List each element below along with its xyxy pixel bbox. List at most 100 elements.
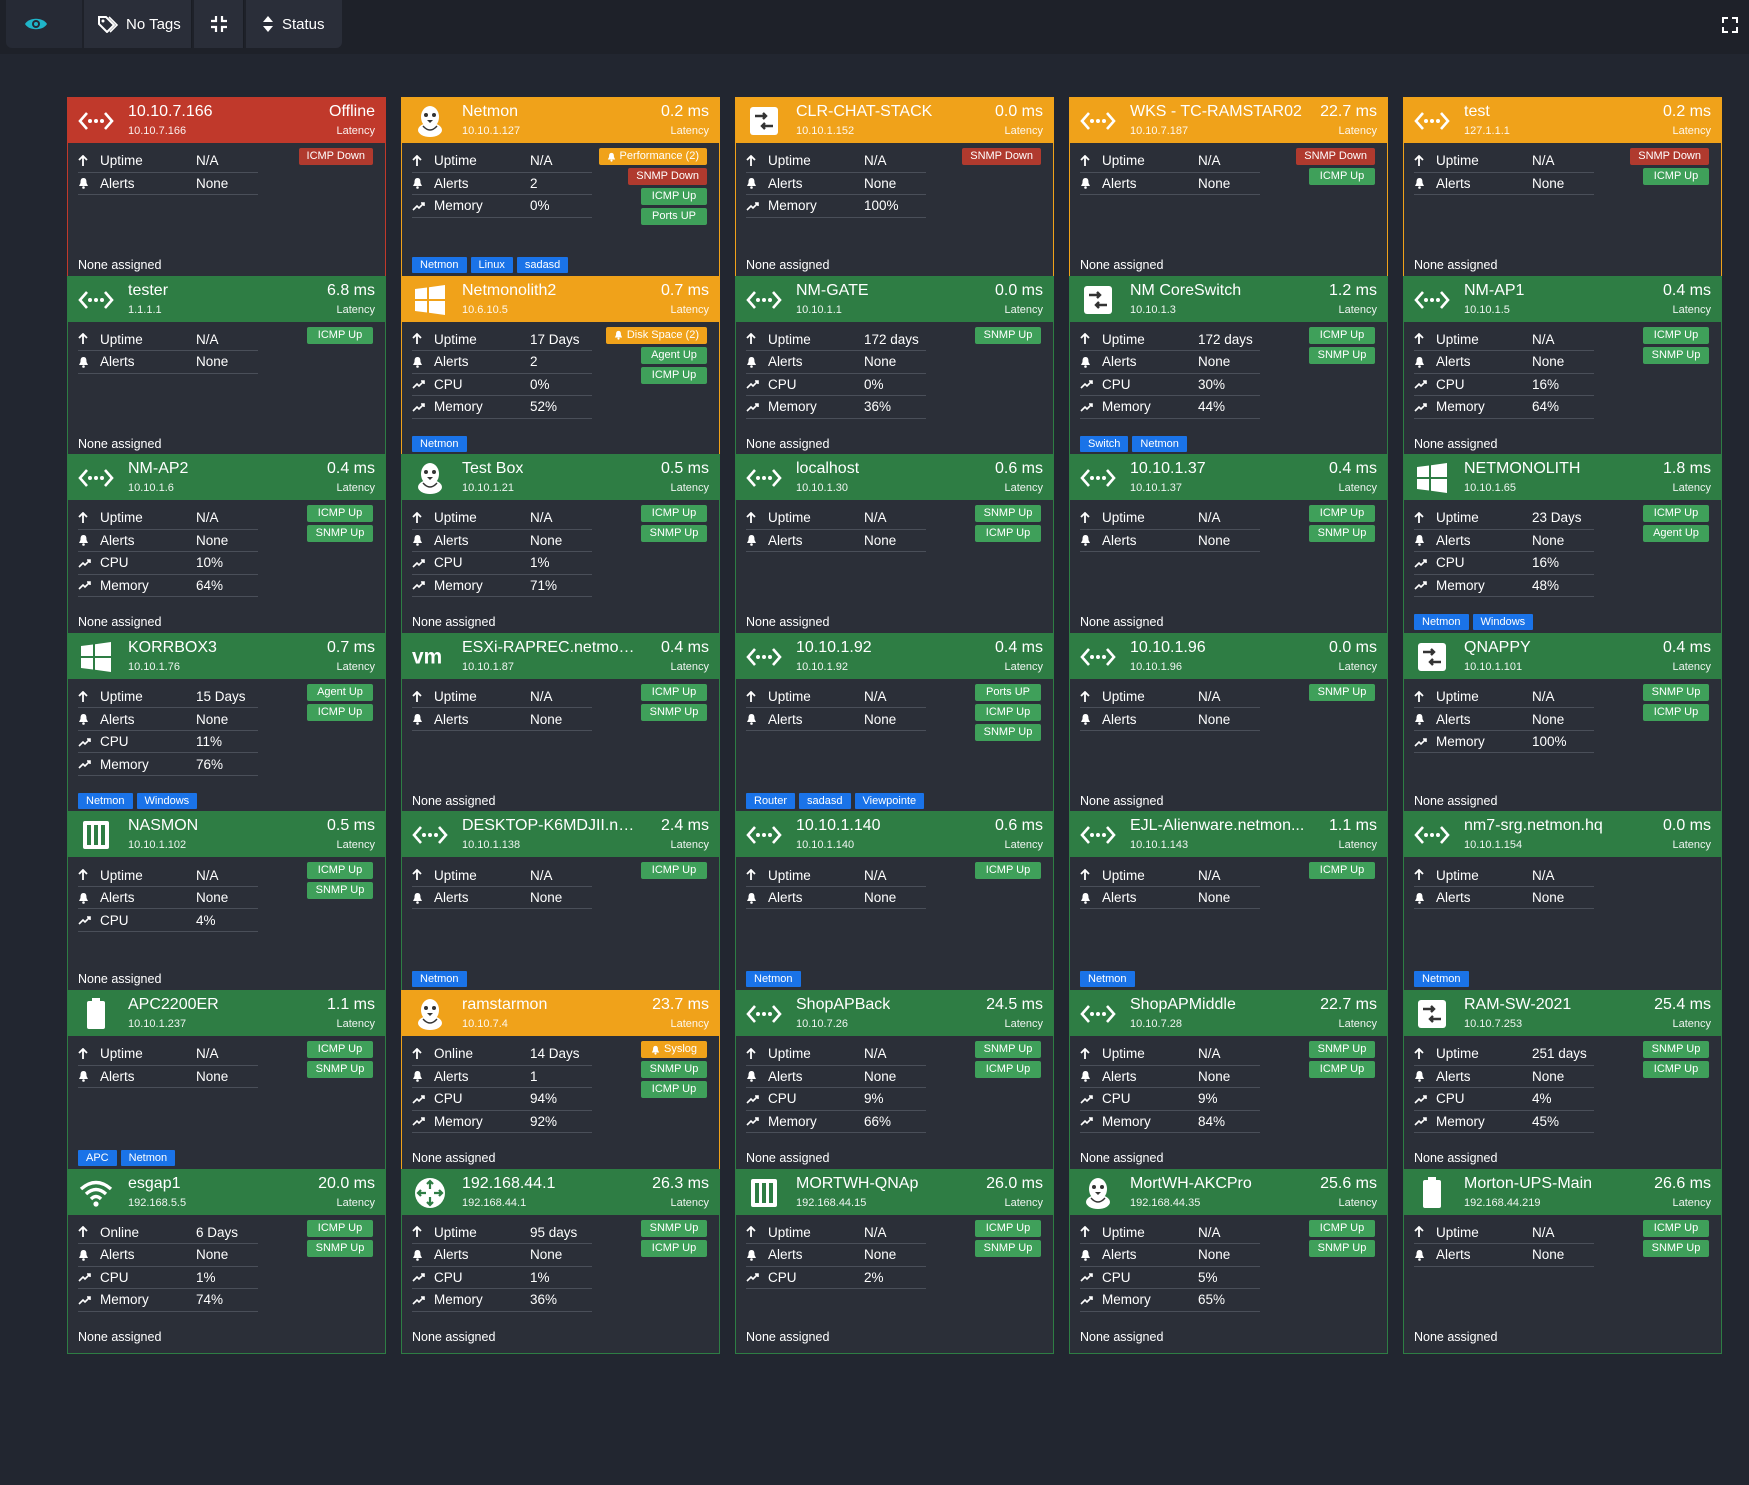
status-badge[interactable]: ICMP Up — [641, 505, 707, 523]
tags-filter-button[interactable]: No Tags — [84, 0, 192, 48]
device-card[interactable]: NETMONOLITH 10.10.1.65 1.8 ms Latency Uptime… — [1403, 454, 1722, 640]
status-badge[interactable]: ICMP Up — [1309, 1219, 1375, 1237]
status-badge[interactable]: ICMP Up — [1643, 168, 1709, 185]
fullscreen-button[interactable] — [1721, 16, 1739, 34]
status-badge[interactable]: ICMP Up — [1643, 1061, 1709, 1078]
device-name[interactable]: CLR-CHAT-STACK — [796, 103, 933, 120]
status-badge[interactable]: SNMP Up — [641, 1061, 707, 1078]
device-card[interactable]: test 127.1.1.1 0.2 ms Latency Uptime N/A Alert… — [1403, 97, 1722, 282]
device-card[interactable]: 192.168.44.1 192.168.44.1 26.3 ms Latency Up… — [401, 1168, 720, 1354]
device-card[interactable]: localhost 10.10.1.30 0.6 ms Latency Uptime N/… — [735, 454, 1054, 640]
status-badge[interactable]: SNMP Up — [641, 703, 707, 721]
device-card[interactable]: 10.10.1.37 10.10.1.37 0.4 ms Latency Uptime N… — [1069, 454, 1388, 640]
status-badge[interactable]: SNMP Up — [641, 1219, 707, 1237]
tag-chip[interactable]: APC — [78, 1150, 117, 1166]
device-card[interactable]: NM-GATE 10.10.1.1 0.0 ms Latency Uptime 172 d… — [735, 275, 1054, 461]
device-card[interactable]: WKS - TC-RAMSTAR02 10.10.7.187 22.7 ms Late… — [1069, 97, 1388, 282]
device-card[interactable]: Morton-UPS-Main 192.168.44.219 26.6 ms Late… — [1403, 1168, 1722, 1354]
device-name[interactable]: ShopAPMiddle — [1130, 996, 1236, 1013]
status-badge[interactable]: ICMP Up — [975, 1219, 1041, 1237]
status-badge[interactable]: SNMP Up — [975, 1239, 1041, 1257]
device-name[interactable]: MORTWH-QNAp — [796, 1174, 919, 1192]
compact-view-button[interactable] — [194, 0, 244, 48]
device-name[interactable]: Test Box — [462, 460, 524, 478]
device-card[interactable]: NM-AP2 10.10.1.6 0.4 ms Latency Uptime N/A Ale… — [67, 454, 386, 640]
status-badge[interactable]: SNMP Up — [975, 505, 1041, 523]
device-name[interactable]: NASMON — [128, 817, 199, 835]
status-badge[interactable]: ICMP Up — [1643, 1219, 1709, 1237]
status-badge[interactable]: SNMP Up — [1309, 1239, 1375, 1257]
status-badge[interactable]: SNMP Up — [1309, 683, 1375, 701]
device-name[interactable]: 10.10.1.37 — [1130, 460, 1206, 478]
device-card[interactable]: ramstarmon 10.10.7.4 23.7 ms Latency Online 1… — [401, 990, 720, 1175]
device-name[interactable]: WKS - TC-RAMSTAR02 — [1130, 103, 1302, 120]
device-name[interactable]: EJL-Alienware.netmon... — [1130, 817, 1305, 835]
status-badge[interactable]: Agent Up — [307, 683, 373, 701]
device-card[interactable]: CLR-CHAT-STACK 10.10.1.152 0.0 ms Latency Up… — [735, 97, 1054, 282]
device-name[interactable]: 10.10.1.140 — [796, 817, 881, 835]
status-badge[interactable]: ICMP Up — [1643, 505, 1709, 523]
device-card[interactable]: 10.10.1.92 10.10.1.92 0.4 ms Latency Uptime N… — [735, 632, 1054, 818]
status-badge[interactable]: SNMP Down — [962, 148, 1041, 165]
status-badge[interactable]: SNMP Up — [307, 1239, 373, 1257]
status-badge[interactable]: ICMP Up — [1643, 326, 1709, 344]
tag-chip[interactable]: Windows — [1472, 614, 1534, 631]
status-badge[interactable]: Performance (2) — [598, 148, 707, 165]
status-badge[interactable]: Ports UP — [975, 683, 1041, 701]
tag-chip[interactable]: Windows — [136, 792, 198, 809]
device-name[interactable]: ShopAPBack — [796, 996, 891, 1013]
status-sort-button[interactable]: Status — [246, 0, 342, 48]
device-card[interactable]: EJL-Alienware.netmon... 10.10.1.143 1.1 ms… — [1069, 811, 1388, 997]
status-badge[interactable]: SNMP Up — [1309, 525, 1375, 543]
status-badge[interactable]: ICMP Up — [307, 703, 373, 721]
status-badge[interactable]: ICMP Up — [975, 703, 1041, 721]
status-badge[interactable]: SNMP Up — [975, 326, 1041, 344]
status-badge[interactable]: ICMP Up — [1309, 862, 1375, 880]
status-badge[interactable]: SNMP Up — [307, 1061, 373, 1078]
device-card[interactable]: KORRBOX3 10.10.1.76 0.7 ms Latency Uptime 15 … — [67, 632, 386, 818]
device-card[interactable]: MortWH-AKCPro 192.168.44.35 25.6 ms Latency… — [1069, 1168, 1388, 1354]
status-badge[interactable]: ICMP Up — [307, 505, 373, 523]
device-card[interactable]: Netmon 10.10.1.127 0.2 ms Latency Uptime N/A A… — [401, 97, 720, 282]
status-badge[interactable]: ICMP Up — [641, 188, 707, 205]
device-name[interactable]: test — [1464, 103, 1490, 120]
status-badge[interactable]: ICMP Up — [641, 366, 707, 384]
device-name[interactable]: MortWH-AKCPro — [1130, 1174, 1252, 1192]
tag-chip[interactable]: sadasd — [516, 257, 569, 273]
status-badge[interactable]: ICMP Up — [307, 862, 373, 880]
device-name[interactable]: ESXi-RAPREC.netmon.h... — [462, 638, 642, 656]
status-badge[interactable]: SNMP Up — [307, 882, 373, 900]
status-badge[interactable]: SNMP Up — [1309, 1041, 1375, 1058]
status-badge[interactable]: SNMP Up — [1643, 1041, 1709, 1058]
device-card[interactable]: NM-AP1 10.10.1.5 0.4 ms Latency Uptime N/A Ale… — [1403, 275, 1722, 461]
status-badge[interactable]: ICMP Up — [1309, 326, 1375, 344]
tag-chip[interactable]: Netmon — [412, 435, 467, 452]
view-toggle-button[interactable] — [6, 0, 82, 48]
status-badge[interactable]: SNMP Up — [1643, 346, 1709, 364]
device-name[interactable]: esgap1 — [128, 1174, 181, 1192]
device-card[interactable]: APC2200ER 10.10.1.237 1.1 ms Latency Uptime N… — [67, 990, 386, 1175]
status-badge[interactable]: ICMP Up — [641, 1081, 707, 1098]
device-card[interactable]: Netmonolith2 10.6.10.5 0.7 ms Latency Uptime… — [401, 275, 720, 461]
device-name[interactable]: NM-AP2 — [128, 460, 189, 478]
status-badge[interactable]: ICMP Up — [975, 1061, 1041, 1078]
status-badge[interactable]: Agent Up — [1643, 525, 1709, 543]
device-card[interactable]: Test Box 10.10.1.21 0.5 ms Latency Uptime N/A… — [401, 454, 720, 640]
device-name[interactable]: RAM-SW-2021 — [1464, 996, 1572, 1013]
device-name[interactable]: DESKTOP-K6MDJII.netm... — [462, 817, 642, 835]
status-badge[interactable]: SNMP Up — [1643, 1239, 1709, 1257]
device-card[interactable]: 10.10.1.96 10.10.1.96 0.0 ms Latency Uptime N… — [1069, 632, 1388, 818]
status-badge[interactable]: ICMP Up — [1309, 505, 1375, 523]
device-card[interactable]: DESKTOP-K6MDJII.netm... 10.10.1.138 2.4 ms… — [401, 811, 720, 997]
device-card[interactable]: nm7-srg.netmon.hq 10.10.1.154 0.0 ms Latenc… — [1403, 811, 1722, 997]
device-name[interactable]: 192.168.44.1 — [462, 1174, 556, 1192]
device-card[interactable]: esgap1 192.168.5.5 20.0 ms Latency Online 6 D… — [67, 1168, 386, 1354]
device-card[interactable]: ShopAPMiddle 10.10.7.28 22.7 ms Latency Upti… — [1069, 990, 1388, 1175]
status-badge[interactable]: SNMP Up — [975, 723, 1041, 741]
tag-chip[interactable]: Netmon — [78, 792, 133, 809]
device-card[interactable]: vm ESXi-RAPREC.netmon.h... 10.10.1.87 0.4 m… — [401, 632, 720, 818]
status-badge[interactable]: SNMP Down — [1296, 148, 1375, 165]
device-name[interactable]: 10.10.7.166 — [128, 103, 213, 120]
tag-chip[interactable]: Linux — [470, 257, 513, 273]
status-badge[interactable]: SNMP Up — [307, 525, 373, 543]
